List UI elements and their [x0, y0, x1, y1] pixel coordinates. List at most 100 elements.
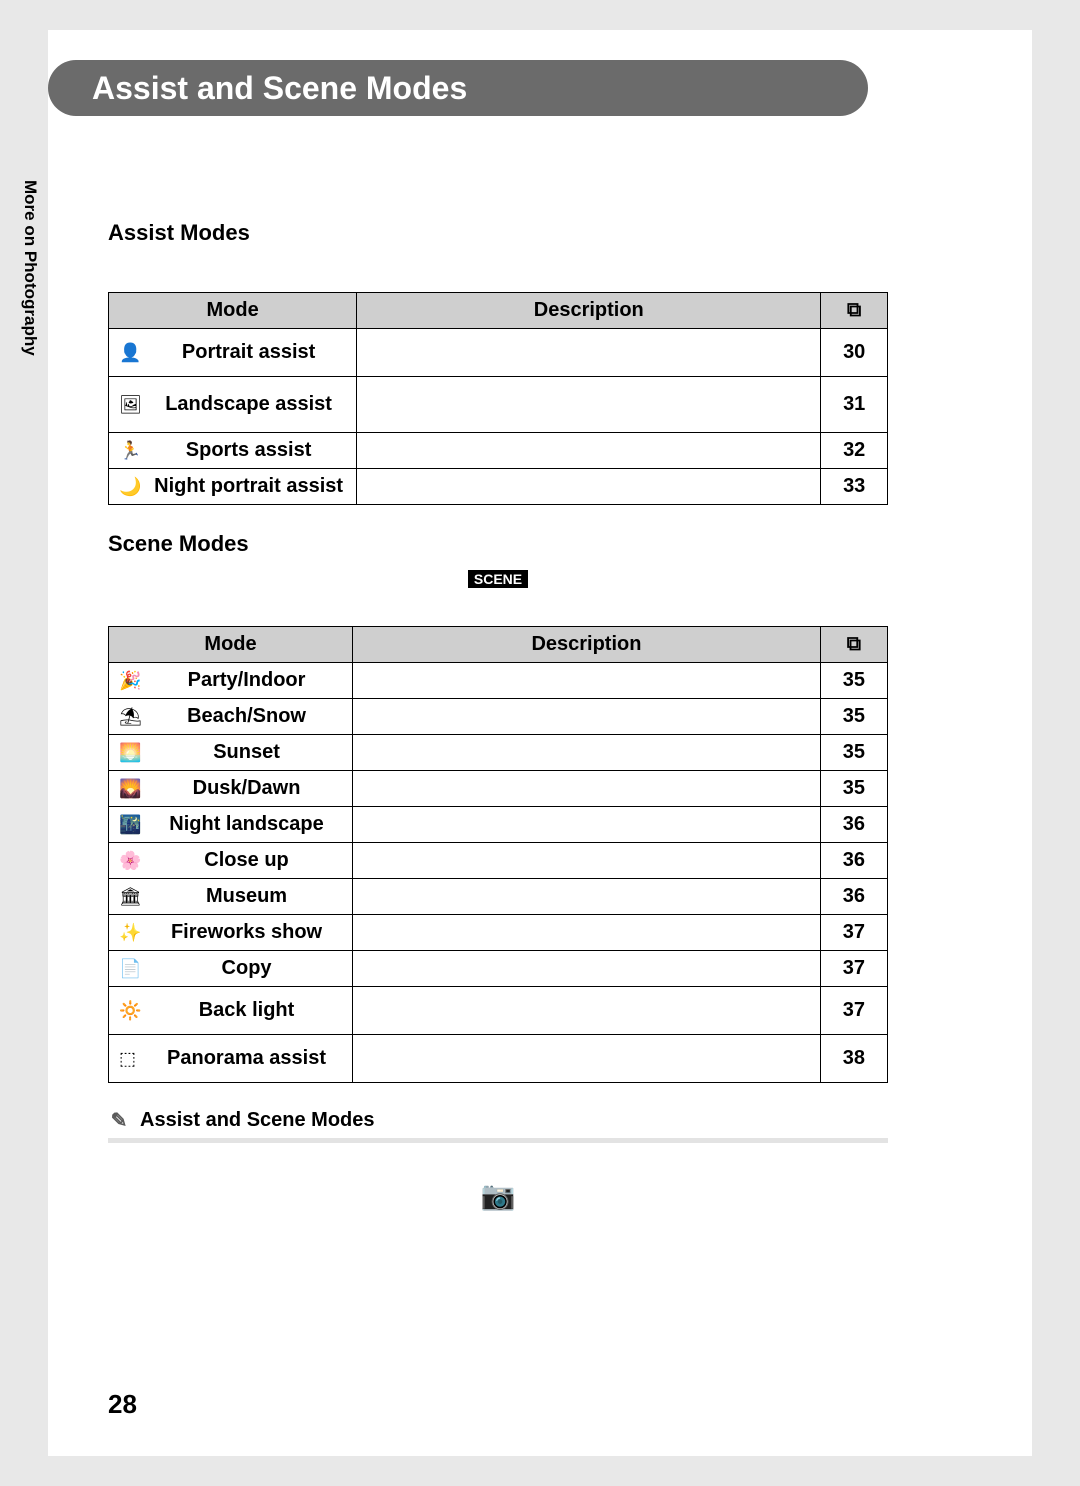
mode-name: Beach/Snow: [187, 705, 306, 727]
mode-name: Panorama assist: [167, 1047, 326, 1069]
page-cell: 35: [820, 663, 887, 699]
chapter-title: Assist and Scene Modes: [92, 70, 467, 107]
scene-modes-table: Mode Description ⧉ 🎉 Party/Indoor 35 ⛱ Beach…: [108, 626, 888, 1083]
page-cell: 36: [820, 807, 887, 843]
mode-icon: 🌸: [119, 850, 141, 871]
mode-icon: ⛱: [119, 706, 142, 727]
page-cell: 31: [821, 377, 888, 433]
mode-cell: 🌅 Sunset: [109, 735, 353, 771]
page-number: 28: [108, 1389, 137, 1420]
page-cell: 37: [820, 915, 887, 951]
description-cell: [357, 377, 821, 433]
mode-icon: 🌅: [119, 742, 141, 763]
table-row: ✨ Fireworks show 37: [109, 915, 888, 951]
mode-cell: 🖼 Landscape assist: [109, 377, 357, 433]
mode-icon: 👤: [119, 342, 141, 363]
table-row: 🌃 Night landscape 36: [109, 807, 888, 843]
table-header-row: Mode Description ⧉: [109, 627, 888, 663]
col-mode: Mode: [109, 293, 357, 329]
description-cell: [353, 987, 821, 1035]
page-cell: 37: [820, 987, 887, 1035]
mode-icon: ⬚: [119, 1048, 136, 1069]
mode-cell: ⬚ Panorama assist: [109, 1035, 353, 1083]
table-row: 🏛 Museum 36: [109, 879, 888, 915]
page-cell: 36: [820, 879, 887, 915]
table-row: 🌙Night portrait assist33: [109, 469, 888, 505]
mode-icon: 🎉: [119, 670, 141, 691]
table-row: 📄Copy 37: [109, 951, 888, 987]
table-row: ⬚ Panorama assist 38: [109, 1035, 888, 1083]
content-area: Assist Modes Mode Description ⧉ 👤 Portrai…: [108, 220, 988, 1212]
mode-name: Sports assist: [186, 439, 312, 461]
description-cell: [353, 735, 821, 771]
mode-name: Portrait assist: [182, 341, 315, 363]
mode-icon: 🌙: [119, 476, 141, 497]
mode-icon: ✨: [119, 922, 141, 943]
page-cell: 38: [820, 1035, 887, 1083]
col-page-icon: ⧉: [821, 293, 888, 329]
mode-cell: 🏃 Sports assist: [109, 433, 357, 469]
scene-tbody: 🎉Party/Indoor35⛱Beach/Snow35🌅Sunset35🌄Du…: [109, 663, 888, 1083]
mode-name: Museum: [206, 885, 287, 907]
description-cell: [353, 951, 821, 987]
scene-section-title: Scene Modes: [108, 531, 988, 557]
assist-section-title: Assist Modes: [108, 220, 988, 246]
description-cell: [357, 433, 821, 469]
table-row: 🌄Dusk/Dawn35: [109, 771, 888, 807]
page-cell: 36: [820, 843, 887, 879]
mode-icon: 🌄: [119, 778, 141, 799]
mode-name: Party/Indoor: [188, 669, 306, 691]
mode-name: Dusk/Dawn: [193, 777, 301, 799]
mode-cell: ⛱ Beach/Snow: [109, 699, 353, 735]
mode-cell: 🌸 Close up: [109, 843, 353, 879]
table-row: 🌅 Sunset 35: [109, 735, 888, 771]
mode-icon: 🏃: [119, 440, 141, 461]
description-cell: [357, 469, 821, 505]
table-row: 🎉 Party/Indoor 35: [109, 663, 888, 699]
mode-cell: 🏛 Museum: [109, 879, 353, 915]
mode-icon: 🏛: [119, 886, 142, 907]
table-row: ⛱Beach/Snow35: [109, 699, 888, 735]
description-cell: [353, 843, 821, 879]
description-cell: [353, 699, 821, 735]
mode-cell: 👤 Portrait assist: [109, 329, 357, 377]
mode-icon: 🔆: [119, 1000, 141, 1021]
mode-cell: 📄Copy: [109, 951, 353, 987]
page-cell: 33: [821, 469, 888, 505]
table-row: 🔆Back light37: [109, 987, 888, 1035]
table-header-row: Mode Description ⧉: [109, 293, 888, 329]
description-cell: [353, 879, 821, 915]
page-cell: 37: [820, 951, 887, 987]
pencil-icon: ✎: [108, 1110, 130, 1132]
page-cell: 35: [820, 735, 887, 771]
col-page-icon: ⧉: [820, 627, 887, 663]
mode-name: Night landscape: [169, 813, 323, 835]
mode-icon: 🌃: [119, 814, 141, 835]
description-cell: [353, 663, 821, 699]
mode-cell: 🌄 Dusk/Dawn: [109, 771, 353, 807]
mode-name: Close up: [204, 849, 288, 871]
table-row: 👤Portrait assist30: [109, 329, 888, 377]
table-row: 🏃 Sports assist 32: [109, 433, 888, 469]
mode-name: Landscape assist: [165, 393, 332, 415]
mode-icon: 🖼: [119, 394, 142, 415]
col-mode: Mode: [109, 627, 353, 663]
mode-name: Sunset: [213, 741, 280, 763]
side-section-label: More on Photography: [20, 180, 40, 356]
description-cell: [353, 915, 821, 951]
mode-cell: 🌃 Night landscape: [109, 807, 353, 843]
camera-icon: 📷: [108, 1179, 888, 1212]
scene-intro-line: SCENE: [108, 567, 888, 590]
table-row: 🖼 Landscape assist 31: [109, 377, 888, 433]
col-description: Description: [357, 293, 821, 329]
note-title-row: ✎ Assist and Scene Modes: [108, 1109, 988, 1132]
mode-cell: 🎉 Party/Indoor: [109, 663, 353, 699]
description-cell: [353, 771, 821, 807]
col-description: Description: [353, 627, 821, 663]
chapter-title-bar: Assist and Scene Modes: [48, 60, 868, 116]
mode-cell: ✨ Fireworks show: [109, 915, 353, 951]
page-cell: 32: [821, 433, 888, 469]
note-block: ✎ Assist and Scene Modes: [108, 1109, 988, 1143]
mode-name: Fireworks show: [171, 921, 322, 943]
scene-badge: SCENE: [468, 570, 528, 588]
